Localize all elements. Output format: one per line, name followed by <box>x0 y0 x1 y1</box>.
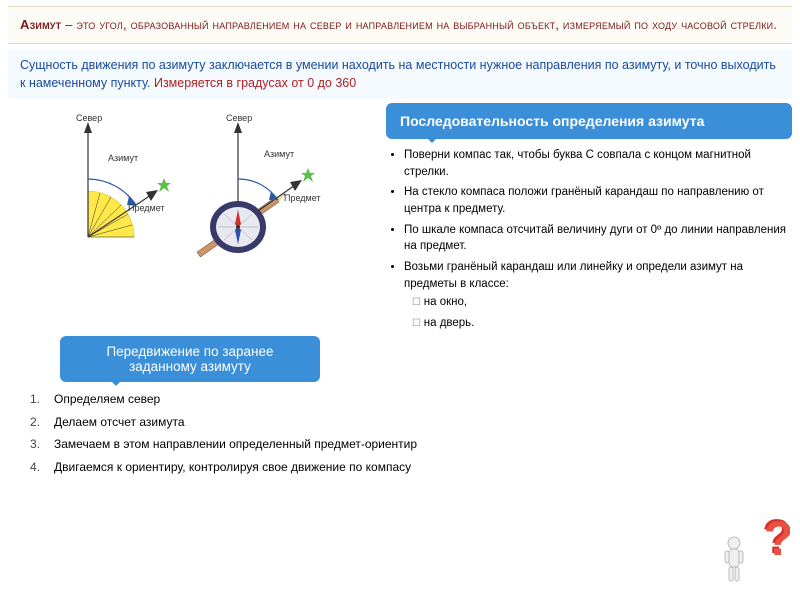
sub-item: на окно, <box>412 294 792 311</box>
list-item: По шкале компаса отсчитай величину дуги … <box>404 222 792 255</box>
label-azimuth-2: Азимут <box>264 149 294 159</box>
definition-text: – это угол, образованный направлением на… <box>61 17 777 32</box>
label-object-2: Предмет <box>284 193 321 203</box>
list-item: Делаем отсчет азимута <box>30 411 792 434</box>
list-item: Возьми гранёный карандаш или линейку и о… <box>404 259 792 332</box>
middle-row: Север Азимут Предмет <box>8 103 792 336</box>
question-mark-icon: ? ? <box>720 511 790 596</box>
label-object-1: Предмет <box>128 203 165 213</box>
callout-right: Последовательность определения азимута <box>386 103 792 139</box>
steps-left-list: Определяем север Делаем отсчет азимута З… <box>30 388 792 479</box>
steps-right-list: Поверни компас так, чтобы буква С совпал… <box>386 147 792 332</box>
list-item: На стекло компаса положи гранёный каранд… <box>404 184 792 217</box>
list-item: Двигаемся к ориентиру, контролируя свое … <box>30 456 792 479</box>
list-item: Определяем север <box>30 388 792 411</box>
label-north-1: Север <box>76 113 102 123</box>
bottom-left: Передвижение по заранее заданному азимут… <box>30 336 792 479</box>
right-column: Последовательность определения азимута П… <box>368 103 792 336</box>
svg-text:?: ? <box>764 513 790 566</box>
sub-item: на дверь. <box>412 315 792 332</box>
label-north-2: Север <box>226 113 252 123</box>
essence-red: Измеряется в градусах от 0 до 360 <box>154 76 356 90</box>
essence-box: Сущность движения по азимуту заключается… <box>8 50 792 100</box>
list-item: Замечаем в этом направлении определенный… <box>30 433 792 456</box>
list-item: Поверни компас так, чтобы буква С совпал… <box>404 147 792 180</box>
diagram-area: Север Азимут Предмет <box>8 103 368 336</box>
list-item-text: Возьми гранёный карандаш или линейку и о… <box>404 261 743 290</box>
term: Азимут <box>20 17 61 32</box>
sub-items: на окно, на дверь. <box>404 294 792 331</box>
label-azimuth-1: Азимут <box>108 153 138 163</box>
definition-box: Азимут – это угол, образованный направле… <box>8 6 792 44</box>
azimuth-diagram: Север Азимут Предмет <box>28 107 348 267</box>
callout-left: Передвижение по заранее заданному азимут… <box>60 336 320 382</box>
essence-blue: Сущность движения по азимуту заключается… <box>20 58 776 91</box>
